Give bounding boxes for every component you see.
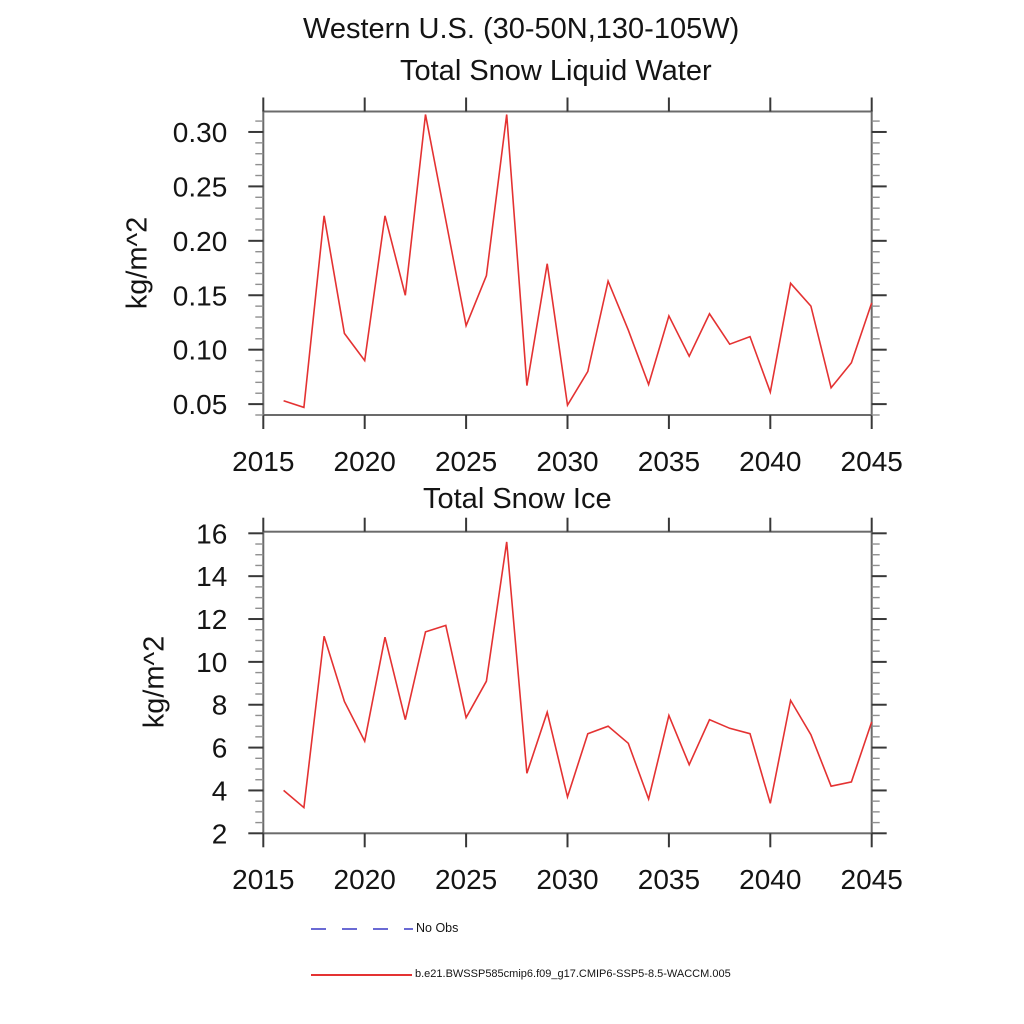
chart1-title: Total Snow Liquid Water — [400, 55, 712, 87]
series-line — [283, 541, 873, 810]
y-tick-label: 2 — [212, 818, 228, 849]
y-tick-label: 16 — [196, 518, 227, 549]
y-tick-label: 0.25 — [173, 171, 228, 202]
x-tick-label: 2030 — [536, 446, 598, 477]
y-tick-label: 0.20 — [173, 226, 228, 257]
figure-title: Western U.S. (30-50N,130-105W) — [303, 13, 740, 45]
y-tick-label: 0.05 — [173, 389, 228, 420]
plot-frame — [262, 530, 873, 835]
x-tick-label: 2045 — [841, 864, 903, 895]
y-tick-label: 10 — [196, 647, 227, 678]
x-tick-label: 2030 — [536, 864, 598, 895]
y-tick-label: 14 — [196, 561, 227, 592]
x-tick-label: 2035 — [638, 446, 700, 477]
y-tick-label: 0.30 — [173, 117, 228, 148]
y-tick-label: 8 — [212, 690, 228, 721]
y-tick-label: 0.10 — [173, 335, 228, 366]
y-tick-label: 12 — [196, 604, 227, 635]
series-line — [283, 114, 873, 409]
x-tick-label: 2015 — [232, 864, 294, 895]
x-tick-label: 2025 — [435, 864, 497, 895]
y-tick-label: 4 — [212, 775, 228, 806]
legend-label-no-obs: No Obs — [416, 921, 459, 935]
x-tick-label: 2015 — [232, 446, 294, 477]
x-tick-label: 2020 — [334, 446, 396, 477]
x-tick-label: 2045 — [841, 446, 903, 477]
y-tick-label: 6 — [212, 733, 228, 764]
legend-label-model-run: b.e21.BWSSP585cmip6.f09_g17.CMIP6-SSP5-8… — [415, 968, 731, 980]
x-tick-label: 2020 — [334, 864, 396, 895]
x-tick-label: 2035 — [638, 864, 700, 895]
x-tick-label: 2040 — [739, 864, 801, 895]
x-tick-label: 2025 — [435, 446, 497, 477]
model-run-solid-line — [311, 974, 412, 976]
x-tick-label: 2040 — [739, 446, 801, 477]
y-tick-label: 0.15 — [173, 280, 228, 311]
no-obs-dashed-line — [311, 928, 413, 930]
chart2-title: Total Snow Ice — [423, 483, 612, 515]
